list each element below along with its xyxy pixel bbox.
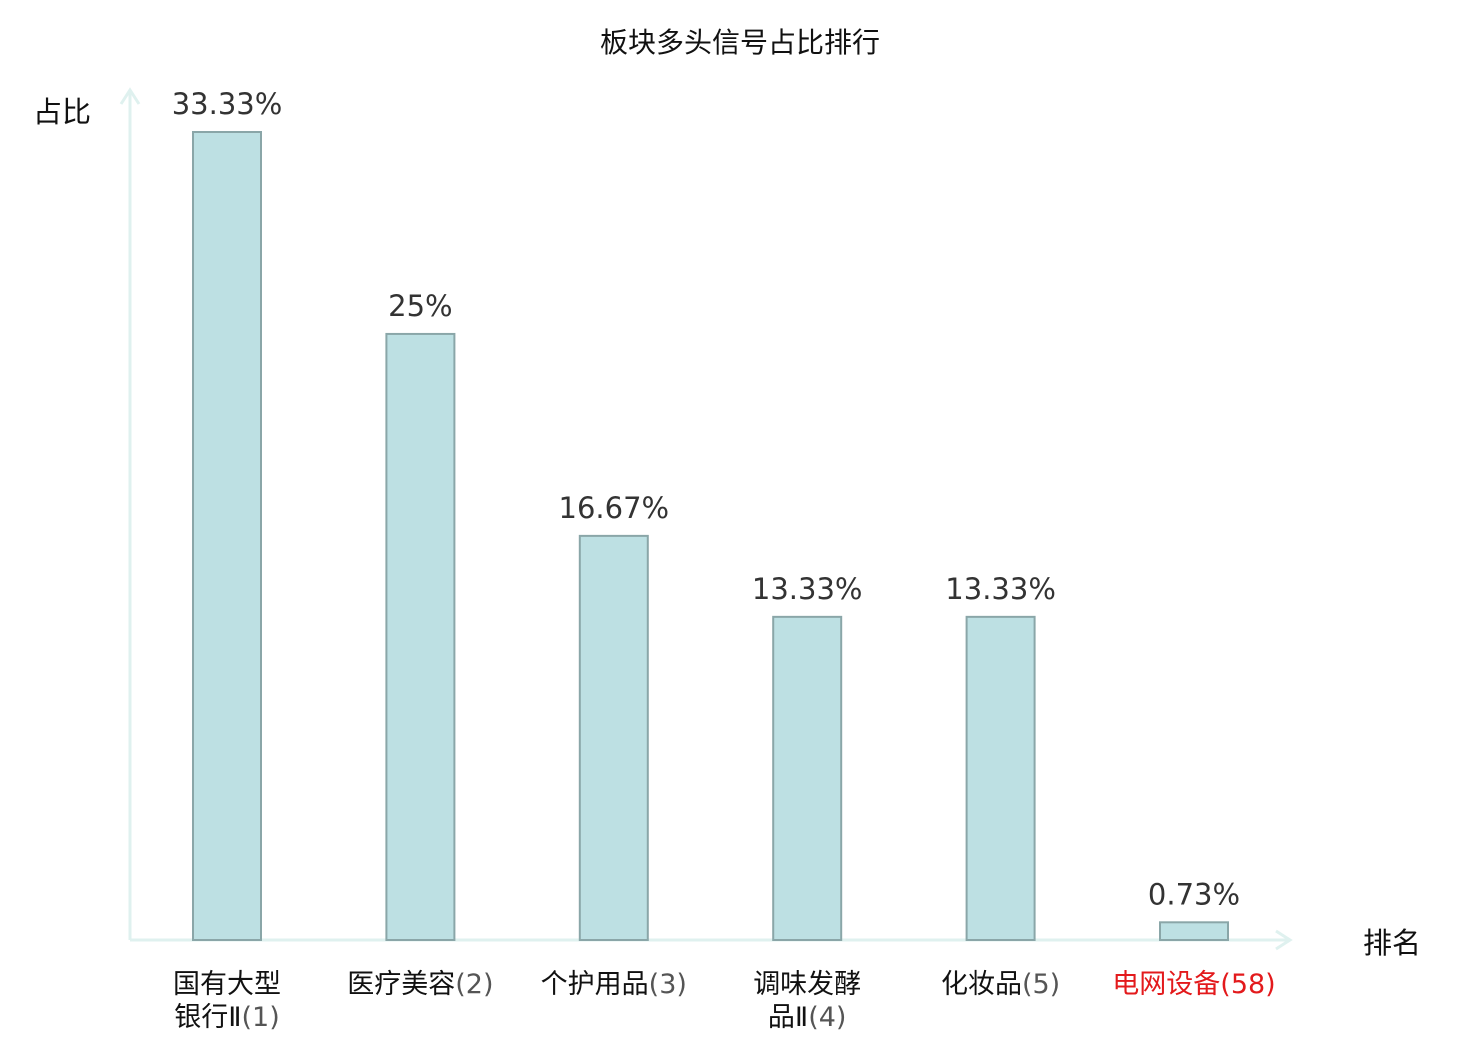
chart-title: 板块多头信号占比排行 bbox=[600, 26, 880, 59]
category-label: 电网设备(58) bbox=[1112, 969, 1275, 1000]
bar bbox=[772, 615, 843, 942]
bar bbox=[1159, 921, 1229, 942]
value-label: 13.33% bbox=[752, 572, 863, 606]
x-axis-arrow bbox=[1275, 929, 1293, 951]
category-label: 化妆品(5) bbox=[941, 969, 1060, 1000]
bars-group bbox=[192, 131, 1229, 942]
value-label: 13.33% bbox=[945, 572, 1056, 606]
y-axis-arrow bbox=[119, 87, 141, 105]
bar bbox=[192, 131, 262, 941]
category-label: 医疗美容(2) bbox=[347, 969, 493, 1000]
bar bbox=[385, 332, 456, 941]
value-label: 0.73% bbox=[1148, 877, 1240, 911]
x-axis-label: 排名 bbox=[1363, 926, 1421, 960]
category-label: 个护用品(3) bbox=[541, 969, 687, 1000]
bar bbox=[578, 534, 649, 941]
axes bbox=[119, 87, 1293, 951]
value-label: 16.67% bbox=[559, 491, 670, 525]
y-axis-label: 占比 bbox=[33, 95, 91, 129]
category-label: 调味发酵品Ⅱ(4) bbox=[753, 969, 861, 1033]
category-labels-group: 国有大型银行Ⅱ(1) 医疗美容(2) 个护用品(3) 调味发酵品Ⅱ(4) 化妆品(5) 电… bbox=[173, 969, 1276, 1033]
category-label: 国有大型银行Ⅱ(1) bbox=[173, 969, 281, 1033]
value-label: 33.33% bbox=[172, 87, 283, 121]
value-labels-group: 33.33% 25% 16.67% 13.33% 13.33% 0.73% bbox=[172, 87, 1240, 911]
value-label: 25% bbox=[388, 289, 452, 323]
bar bbox=[965, 615, 1036, 942]
